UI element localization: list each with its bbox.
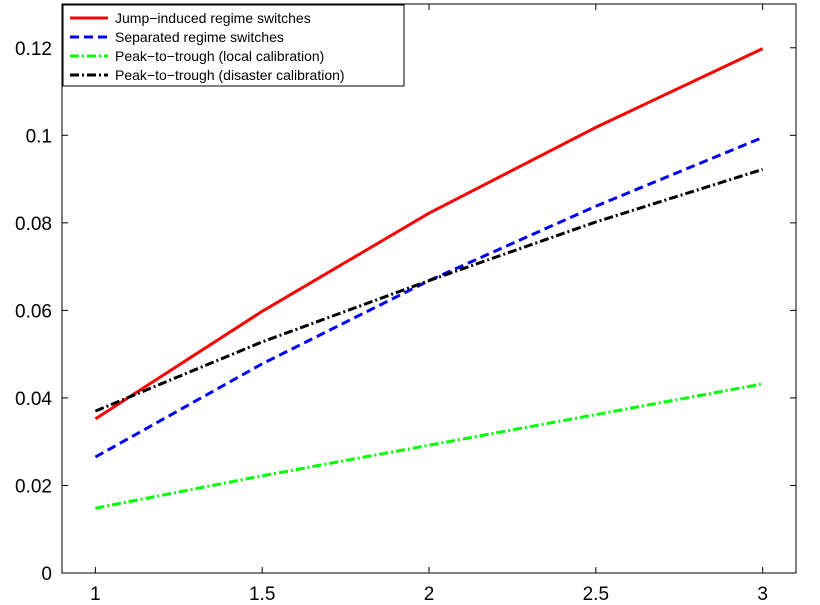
plot-frame bbox=[61, 3, 797, 574]
y-tick-label: 0.08 bbox=[15, 214, 52, 235]
series-line-2 bbox=[94, 136, 764, 459]
plot-area bbox=[61, 3, 797, 574]
legend-label-4: Peak−to−trough (disaster calibration) bbox=[115, 67, 345, 83]
axes-layer: 1 1.5 2 2.5 3 0 0.02 0.04 0.06 0.08 0.1 0.12 bbox=[15, 4, 796, 605]
y-tick-label: 0.12 bbox=[15, 39, 52, 60]
legend-label-3: Peak−to−trough (local calibration) bbox=[115, 48, 324, 64]
series-layer bbox=[94, 47, 764, 510]
y-tick-label: 0.06 bbox=[15, 301, 52, 322]
series-line-1 bbox=[94, 47, 764, 421]
legend-label-2: Separated regime switches bbox=[115, 29, 284, 45]
series-line-4 bbox=[94, 167, 764, 413]
y-tick-label: 0 bbox=[41, 564, 52, 585]
x-tick-label: 2 bbox=[424, 584, 435, 605]
x-tick-label: 3 bbox=[757, 584, 768, 605]
y-tick-label: 0.04 bbox=[15, 389, 52, 410]
x-tick-label: 2.5 bbox=[583, 584, 609, 605]
legend-box bbox=[62, 4, 405, 87]
x-tick-label: 1 bbox=[90, 584, 101, 605]
x-tick-label: 1.5 bbox=[249, 584, 275, 605]
y-tick-label: 0.1 bbox=[26, 126, 52, 147]
legend-label-1: Jump−induced regime switches bbox=[115, 10, 311, 26]
legend: Jump−induced regime switches Separated re… bbox=[62, 4, 405, 87]
y-tick-label: 0.02 bbox=[15, 476, 52, 497]
series-line-3 bbox=[95, 382, 763, 510]
